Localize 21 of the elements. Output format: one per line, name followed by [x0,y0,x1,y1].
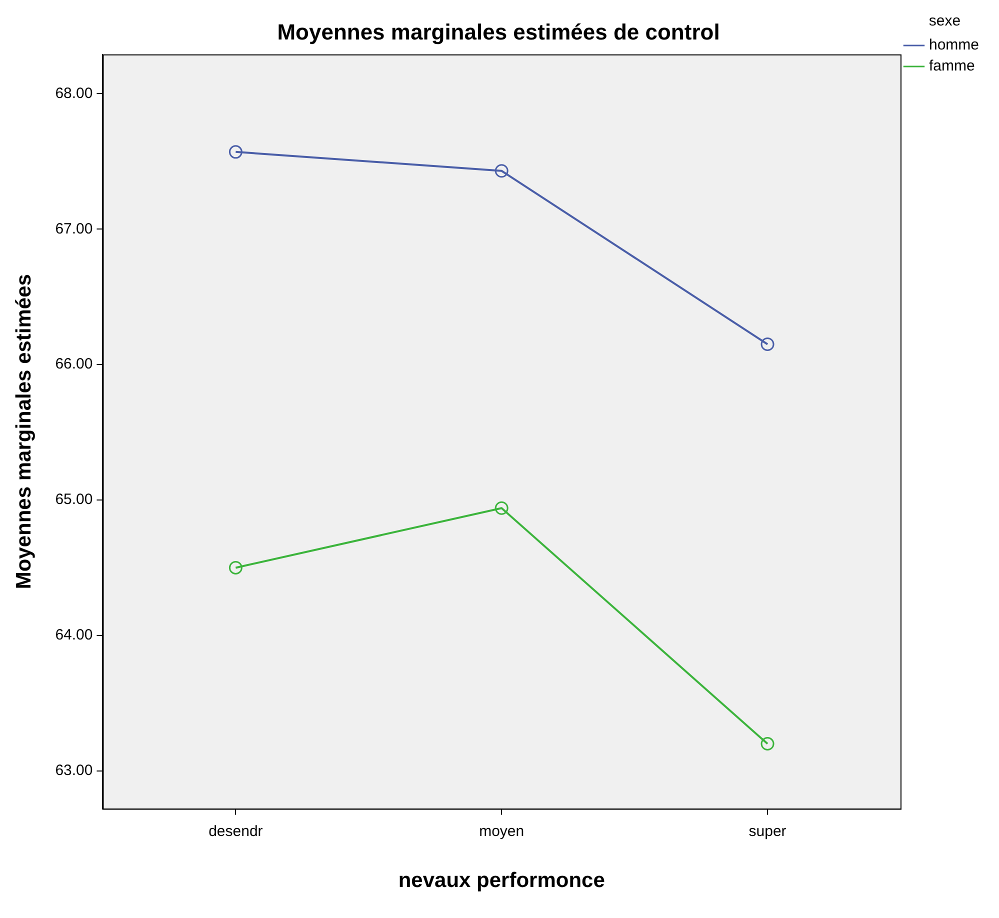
y-tick-label: 64.00 [55,626,93,644]
point [494,501,508,515]
point [228,560,242,574]
chart-title: Moyennes marginales estimées de control [277,19,720,44]
legend-title: sexe [928,12,961,30]
legend-label: famme [928,58,975,75]
point [228,145,242,159]
point [494,164,508,178]
y-tick-label: 63.00 [55,762,93,780]
y-tick-label: 66.00 [55,356,93,373]
y-tick-label: 67.00 [55,220,93,238]
x-tick-label: super [748,822,786,840]
point [760,737,774,751]
y-axis-title: Moyennes marginales estimées [12,274,36,590]
y-tick-label: 68.00 [55,84,93,102]
x-axis-title: nevaux performonce [398,869,605,892]
x-tick-label: desendr [208,822,263,840]
legend-label: homme [928,36,980,54]
x-tick-label: moyen [479,822,524,840]
point [760,337,774,351]
y-tick-label: 65.00 [55,491,93,508]
